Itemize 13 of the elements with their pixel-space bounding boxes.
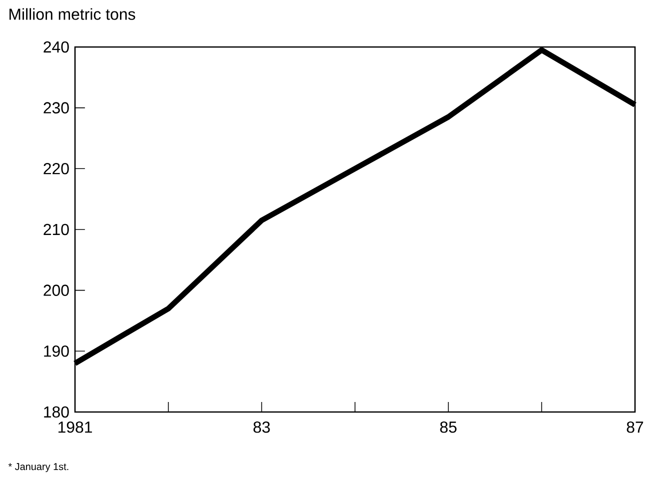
x-tick-label: 83 (253, 422, 270, 433)
y-tick-label: 210 (44, 224, 69, 236)
y-tick-label: 200 (44, 284, 69, 296)
x-tick-label: 87 (626, 422, 644, 433)
y-tick-label: 180 (44, 406, 69, 418)
y-axis-title: Million metric tons (10, 8, 136, 20)
text: * January 1st. (8, 463, 68, 472)
y-tick-label: 220 (44, 163, 69, 174)
y-tick-label: 240 (44, 41, 69, 53)
x-tick-label: 85 (440, 422, 457, 433)
y-tick-label: 190 (44, 346, 69, 357)
y-tick-label: 230 (44, 102, 69, 114)
x-tick-label: 1981 (58, 422, 92, 433)
